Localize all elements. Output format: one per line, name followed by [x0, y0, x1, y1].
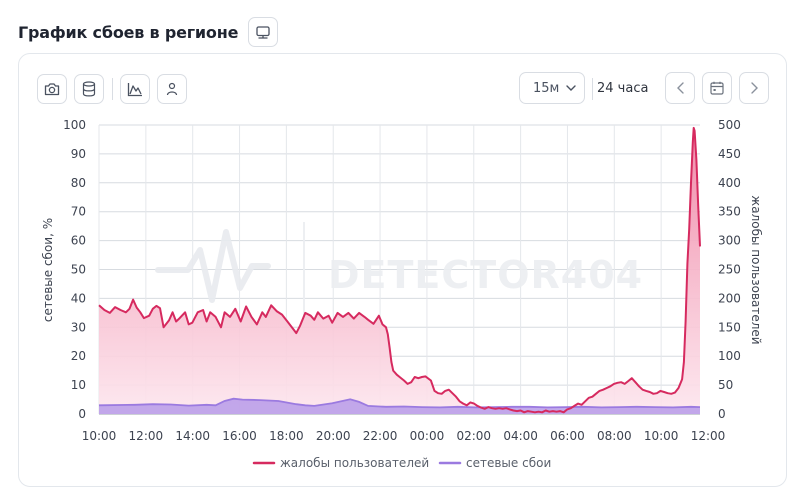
x-tick: 10:00: [644, 429, 679, 443]
x-tick: 14:00: [175, 429, 210, 443]
x-tick: 22:00: [363, 429, 398, 443]
y-tick-left: 50: [71, 263, 86, 277]
x-tick: 16:00: [222, 429, 257, 443]
range-label: 24 часа: [597, 80, 649, 96]
outages-line: [98, 397, 701, 409]
plot-areas: [98, 126, 701, 415]
y-tick-right: 450: [718, 147, 741, 161]
x-tick: 20:00: [316, 429, 351, 443]
chart-icon: [127, 82, 142, 96]
outages-area: [99, 398, 700, 414]
chevron-left-icon: [676, 82, 684, 94]
x-tick: 12:00: [691, 429, 726, 443]
toolbar-divider: [592, 78, 593, 100]
interval-value: 15м: [533, 80, 560, 96]
watermark-logo-icon: [155, 229, 271, 303]
database-button[interactable]: [74, 74, 104, 104]
x-tick: 18:00: [269, 429, 304, 443]
chevron-right-icon: [750, 82, 758, 94]
y-tick-left: 30: [71, 320, 86, 334]
y-tick-right: 250: [718, 263, 741, 277]
chevron-down-icon: [566, 85, 576, 91]
y-tick-left: 0: [78, 407, 86, 421]
camera-icon: [44, 83, 60, 96]
x-tick: 06:00: [550, 429, 585, 443]
y-tick-left: 70: [71, 205, 86, 219]
watermark: DETECTOR404: [155, 222, 643, 318]
y-axis-right-label: жалобы пользователей: [749, 195, 763, 344]
y-tick-left: 40: [71, 291, 86, 305]
monitor-icon: [256, 25, 270, 39]
x-tick: 00:00: [410, 429, 445, 443]
legend-label-outages[interactable]: сетевые сбои: [466, 456, 551, 470]
legend-label-complaints[interactable]: жалобы пользователей: [280, 456, 429, 470]
y-tick-left: 100: [63, 118, 86, 132]
monitor-button[interactable]: [248, 17, 279, 47]
y-tick-left: 10: [71, 378, 86, 392]
page-title: График сбоев в регионе: [18, 22, 239, 42]
y-tick-right: 500: [718, 118, 741, 132]
user-button[interactable]: [157, 74, 187, 104]
next-button[interactable]: [739, 72, 769, 104]
complaints-area: [99, 127, 700, 415]
database-icon: [82, 81, 96, 97]
axis-ticks: 0 0 10 50 20 100 30 150 40 200 50 250 60 300 70 350 80 40…: [63, 118, 741, 443]
complaints-line: [98, 126, 701, 414]
y-tick-right: 50: [718, 378, 733, 392]
y-tick-right: 100: [718, 349, 741, 363]
y-tick-right: 400: [718, 176, 741, 190]
x-tick: 04:00: [503, 429, 538, 443]
y-tick-right: 150: [718, 320, 741, 334]
y-axis-left-label: сетевые сбои, %: [41, 218, 55, 322]
header: График сбоев в регионе: [18, 16, 279, 48]
x-tick: 02:00: [456, 429, 491, 443]
user-icon: [166, 82, 178, 96]
y-tick-right: 300: [718, 234, 741, 248]
prev-button[interactable]: [665, 72, 695, 104]
screenshot-button[interactable]: [37, 74, 67, 104]
y-tick-right: 350: [718, 205, 741, 219]
calendar-icon: [710, 81, 724, 95]
toolbar-divider: [112, 78, 113, 100]
legend: жалобы пользователей сетевые сбои: [252, 456, 551, 470]
y-tick-left: 60: [71, 234, 86, 248]
y-tick-left: 90: [71, 147, 86, 161]
x-tick: 12:00: [129, 429, 164, 443]
interval-select[interactable]: 15м: [519, 72, 585, 104]
chart-type-button[interactable]: [120, 74, 150, 104]
x-tick: 10:00: [82, 429, 117, 443]
y-tick-left: 80: [71, 176, 86, 190]
y-tick-right: 200: [718, 291, 741, 305]
calendar-button[interactable]: [702, 72, 732, 104]
y-tick-left: 20: [71, 349, 86, 363]
watermark-text: DETECTOR404: [328, 253, 643, 297]
x-tick: 08:00: [597, 429, 632, 443]
y-tick-right: 0: [718, 407, 726, 421]
